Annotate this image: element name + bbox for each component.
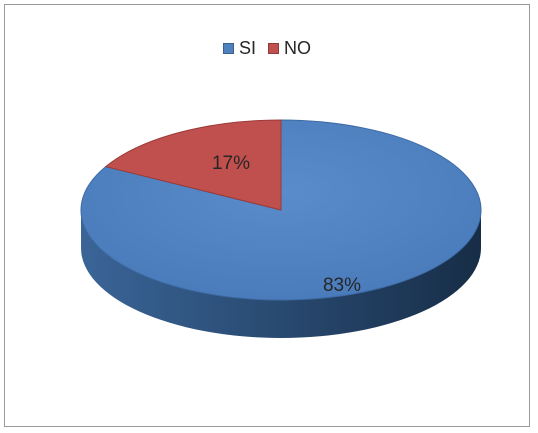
- legend-swatch-si: [222, 43, 234, 54]
- legend-item-no: NO: [268, 38, 311, 59]
- legend-label-no: NO: [284, 38, 311, 58]
- data-label-no: 17%: [212, 153, 250, 174]
- data-label-si: 83%: [323, 275, 361, 296]
- legend: SI NO: [5, 38, 529, 59]
- legend-item-si: SI: [222, 38, 256, 59]
- legend-label-si: SI: [238, 38, 256, 58]
- chart-area: SI NO 83% 17%: [4, 4, 530, 427]
- pie-side-si: [81, 210, 481, 338]
- pie-slice-no: [104, 119, 282, 211]
- legend-swatch-no: [268, 43, 279, 54]
- pie-chart: 83% 17%: [80, 119, 482, 338]
